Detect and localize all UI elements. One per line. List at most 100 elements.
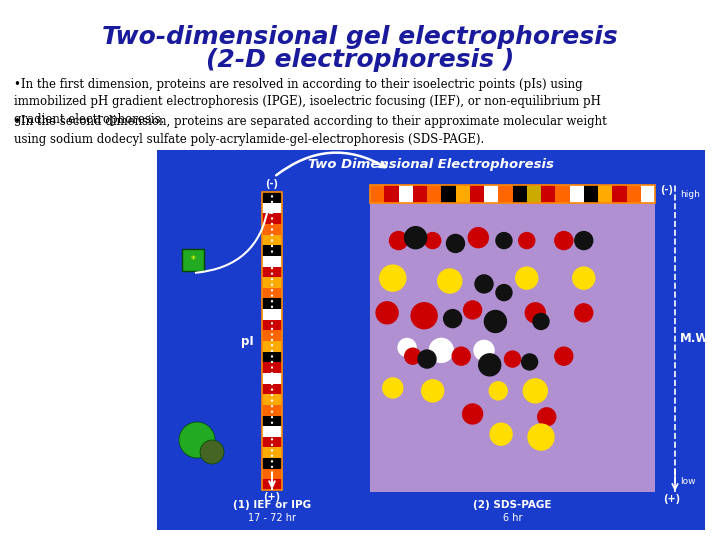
Bar xyxy=(262,234,282,245)
Circle shape xyxy=(485,310,506,333)
Bar xyxy=(262,394,282,405)
Bar xyxy=(262,469,282,480)
Circle shape xyxy=(538,408,556,426)
Bar xyxy=(182,249,204,271)
Circle shape xyxy=(411,303,437,329)
Circle shape xyxy=(474,340,494,360)
Bar xyxy=(384,185,398,203)
Circle shape xyxy=(376,302,398,324)
Bar xyxy=(262,256,282,267)
Circle shape xyxy=(572,267,595,289)
Bar xyxy=(262,320,282,330)
Circle shape xyxy=(528,424,554,450)
Circle shape xyxy=(425,233,441,248)
Circle shape xyxy=(523,379,547,403)
Text: M.W.: M.W. xyxy=(680,332,713,345)
Text: high: high xyxy=(680,190,700,199)
Circle shape xyxy=(405,348,420,364)
Bar xyxy=(262,437,282,448)
Circle shape xyxy=(463,404,482,424)
Text: pI: pI xyxy=(241,334,254,348)
Bar xyxy=(570,185,584,203)
Circle shape xyxy=(505,351,521,367)
Bar xyxy=(262,405,282,415)
Bar xyxy=(262,341,282,352)
Circle shape xyxy=(516,267,538,289)
Circle shape xyxy=(383,378,402,398)
Bar xyxy=(641,185,655,203)
Bar xyxy=(456,185,469,203)
Circle shape xyxy=(526,303,545,323)
Bar xyxy=(262,192,282,490)
Bar xyxy=(262,299,282,309)
Circle shape xyxy=(438,269,462,293)
Text: Two-dimensional gel electrophoresis: Two-dimensional gel electrophoresis xyxy=(102,25,618,49)
Bar xyxy=(262,480,282,490)
Bar xyxy=(262,373,282,383)
Circle shape xyxy=(490,423,512,445)
Bar xyxy=(262,458,282,469)
Bar xyxy=(612,185,626,203)
Text: •In the second dimension, proteins are separated according to their approximate : •In the second dimension, proteins are s… xyxy=(14,115,607,145)
Bar xyxy=(469,185,484,203)
Circle shape xyxy=(490,382,508,400)
Text: •In the first dimension, proteins are resolved in according to their isoelectric: •In the first dimension, proteins are re… xyxy=(14,78,601,126)
Circle shape xyxy=(422,380,444,402)
Bar xyxy=(262,224,282,234)
Bar xyxy=(262,426,282,437)
Bar xyxy=(262,352,282,362)
Text: 6 hr: 6 hr xyxy=(503,513,522,523)
Bar xyxy=(584,185,598,203)
Text: (2) SDS-PAGE: (2) SDS-PAGE xyxy=(473,500,552,510)
Circle shape xyxy=(429,339,454,362)
Bar xyxy=(541,185,555,203)
Circle shape xyxy=(200,440,224,464)
Circle shape xyxy=(464,301,482,319)
Text: (1) IEF or IPG: (1) IEF or IPG xyxy=(233,500,311,510)
Text: (-): (-) xyxy=(660,185,673,195)
Bar xyxy=(262,448,282,458)
Circle shape xyxy=(444,309,462,328)
Bar xyxy=(262,267,282,277)
Circle shape xyxy=(405,227,426,249)
Circle shape xyxy=(418,350,436,368)
Bar xyxy=(598,185,612,203)
Text: (-): (-) xyxy=(266,179,279,189)
Bar xyxy=(262,288,282,299)
Text: *: * xyxy=(191,255,195,265)
Circle shape xyxy=(533,314,549,329)
Bar xyxy=(262,383,282,394)
Text: (+): (+) xyxy=(663,494,680,504)
Circle shape xyxy=(452,347,470,365)
Bar xyxy=(626,185,641,203)
Bar xyxy=(262,309,282,320)
Bar xyxy=(513,185,527,203)
Bar xyxy=(555,185,570,203)
Circle shape xyxy=(575,304,593,322)
Bar xyxy=(484,185,498,203)
Bar xyxy=(262,245,282,256)
Bar xyxy=(262,213,282,224)
Bar xyxy=(441,185,456,203)
Text: Two Dimensional Electrophoresis: Two Dimensional Electrophoresis xyxy=(308,158,554,171)
Bar xyxy=(262,202,282,213)
Bar xyxy=(157,150,705,530)
Circle shape xyxy=(575,232,593,249)
Circle shape xyxy=(555,232,573,249)
Circle shape xyxy=(179,422,215,458)
Bar xyxy=(398,185,413,203)
Circle shape xyxy=(496,285,512,301)
Circle shape xyxy=(479,354,500,376)
Circle shape xyxy=(496,233,512,248)
Text: (+): (+) xyxy=(264,492,281,502)
Bar xyxy=(413,185,427,203)
Circle shape xyxy=(518,233,535,248)
Circle shape xyxy=(555,347,573,365)
Bar xyxy=(370,185,655,203)
Circle shape xyxy=(390,232,408,249)
Circle shape xyxy=(398,339,416,356)
Bar xyxy=(527,185,541,203)
Circle shape xyxy=(380,265,406,291)
Text: 17 - 72 hr: 17 - 72 hr xyxy=(248,513,296,523)
Bar xyxy=(262,415,282,426)
